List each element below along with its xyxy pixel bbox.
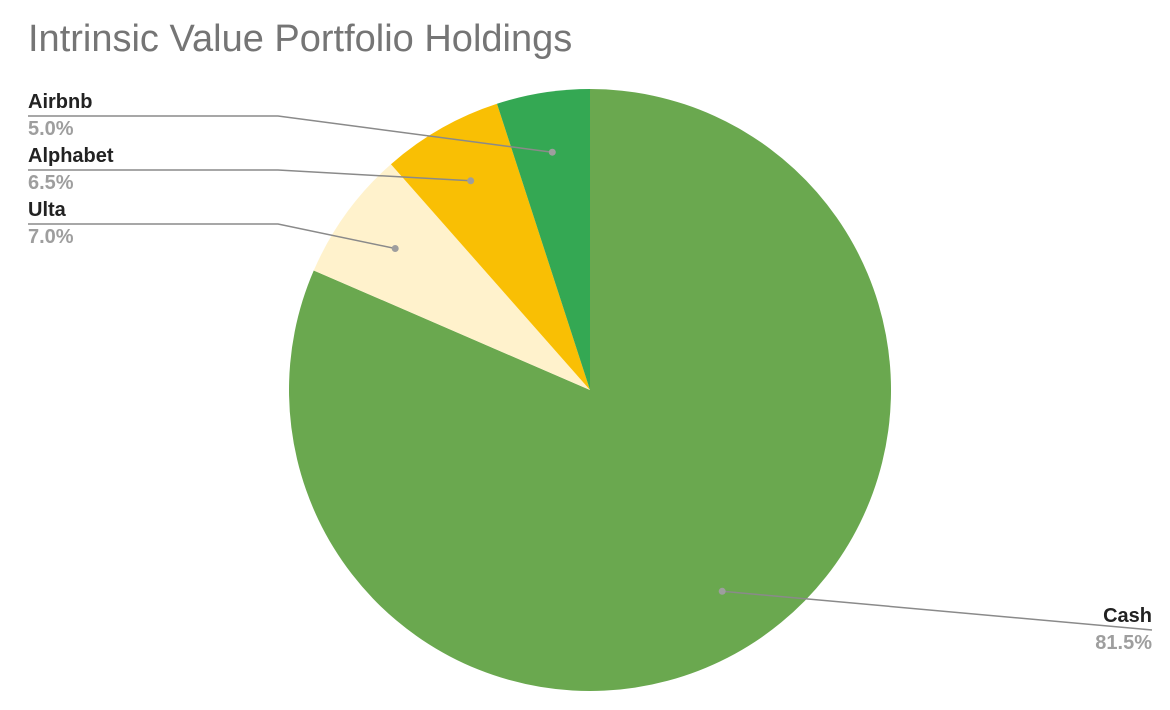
slice-percent-ulta: 7.0%	[28, 226, 74, 248]
slice-label-cash: Cash	[1103, 605, 1152, 627]
slice-percent-cash: 81.5%	[1095, 632, 1152, 654]
leader-line-cash	[722, 590, 1153, 631]
slice-label-airbnb: Airbnb	[28, 91, 92, 113]
pie-slice-ulta	[313, 164, 590, 390]
slice-percent-airbnb: 5.0%	[28, 118, 74, 140]
pie-slice-cash	[289, 89, 892, 691]
leader-line-ulta	[28, 223, 396, 250]
leader-dot-cash	[718, 587, 726, 595]
slice-label-alphabet: Alphabet	[28, 145, 114, 167]
leader-dot-alphabet	[467, 177, 475, 185]
pie-slices	[289, 89, 892, 691]
leader-line-alphabet	[28, 169, 471, 182]
slice-labels: Cash 81.5% Ulta 7.0% Alphabet 6.5% Airbnb 5.0%	[28, 91, 1152, 654]
leader-dot-airbnb	[548, 148, 556, 156]
leader-lines	[28, 115, 1153, 631]
leader-line-airbnb	[28, 115, 553, 153]
slice-label-ulta: Ulta	[28, 199, 67, 221]
leader-dot-ulta	[391, 245, 399, 252]
pie-slice-alphabet	[390, 103, 590, 390]
pie-slice-airbnb	[496, 89, 590, 390]
slice-percent-alphabet: 6.5%	[28, 172, 74, 194]
chart-title: Intrinsic Value Portfolio Holdings	[28, 18, 573, 60]
